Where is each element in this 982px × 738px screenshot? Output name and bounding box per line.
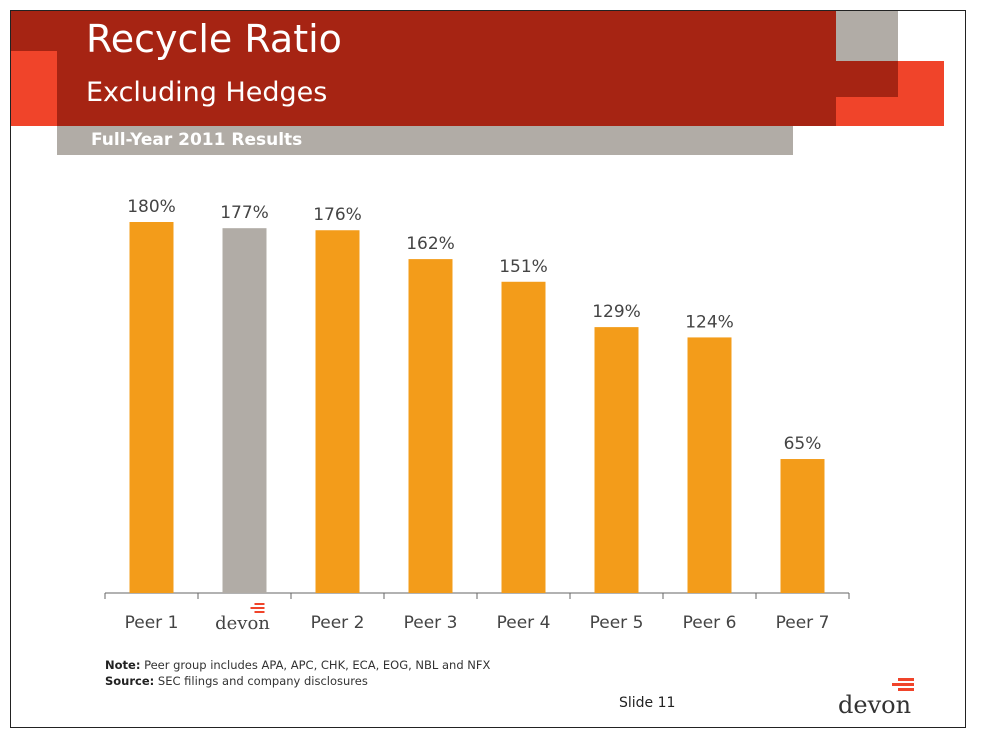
tick-label: Peer 2 [311,613,365,633]
header-accent-left [11,51,57,126]
header-bar [11,11,836,126]
header-accent-maroon [836,61,898,97]
data-label: 151% [499,257,548,277]
tick-label: Peer 1 [125,613,179,633]
bar-peer-4 [501,281,546,593]
note-block: Note: Peer group includes APA, APC, CHK,… [105,657,490,689]
tick-label: Peer 3 [404,613,458,633]
bar-peer-1 [129,222,174,593]
tick-label: devon [215,613,270,634]
results-label: Full-Year 2011 Results [91,130,303,150]
slide-number: Slide 11 [619,695,676,711]
bar-peer-3 [408,259,453,593]
data-label: 162% [406,234,455,254]
tick-label-devon-logo: devon [215,603,270,634]
note-label: Note: [105,658,141,672]
data-label: 177% [220,203,269,223]
note-text: Peer group includes APA, APC, CHK, ECA, … [144,658,491,672]
data-label: 176% [313,205,362,225]
devon-logo: devon [838,678,914,719]
tick-label: Peer 5 [590,613,644,633]
header-accent-grey [836,11,898,61]
bar-devon [222,228,267,593]
devon-logo-text: devon [838,691,911,719]
bar-peer-5 [594,327,639,593]
tick-label: Peer 7 [776,613,830,633]
slide-title: Recycle Ratio [86,17,342,61]
bar-chart: 180% Peer 1 177% devon 176% Peer 2 162% Peer 3 1… [104,197,850,634]
slide: Recycle Ratio Excluding Hedges Full-Year… [10,10,966,728]
data-label: 180% [127,197,176,217]
source-text: SEC filings and company disclosures [157,674,368,688]
data-label: 129% [592,302,641,322]
tick-label: Peer 4 [497,613,551,633]
tick-label: Peer 6 [683,613,737,633]
devon-logo-mark [892,678,914,691]
bar-peer-2 [315,230,360,593]
data-label: 65% [784,434,822,454]
bar-peer-7 [780,459,825,593]
source-label: Source: [105,674,155,688]
slide-subtitle: Excluding Hedges [86,77,328,108]
results-bar: Full-Year 2011 Results [57,126,793,155]
data-label: 124% [685,312,734,332]
bar-peer-6 [687,337,732,593]
